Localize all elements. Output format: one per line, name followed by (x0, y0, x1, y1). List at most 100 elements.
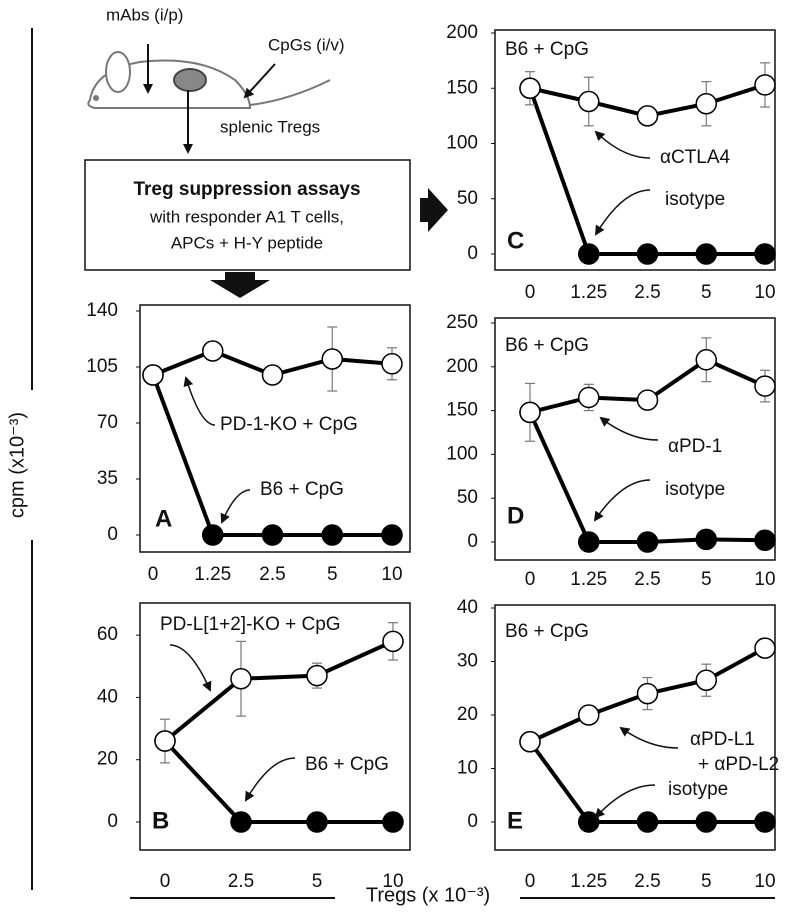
y-tick-label: 100 (446, 133, 478, 154)
data-point (695, 349, 717, 371)
x-tick-label: 1.25 (194, 564, 231, 585)
y-tick-label: 50 (457, 487, 478, 508)
label-arrow (220, 489, 251, 524)
label-arrow (244, 757, 296, 802)
data-point (578, 90, 600, 113)
series-label: αCTLA4 (660, 147, 731, 168)
data-point (636, 682, 659, 705)
data-point (519, 401, 541, 424)
data-point (230, 811, 252, 833)
data-point (382, 630, 404, 653)
y-tick-label: 0 (467, 243, 478, 264)
y-tick-label: 0 (467, 531, 478, 552)
y-tick-label: 35 (97, 468, 118, 489)
y-tick-label: 150 (446, 77, 478, 98)
x-tick-label: 5 (701, 871, 712, 892)
panel-letter: D (507, 502, 524, 529)
data-point (519, 731, 541, 753)
y-tick-label: 0 (467, 811, 478, 832)
label-arrow (619, 726, 679, 749)
data-point (695, 92, 717, 115)
label-arrow (599, 416, 659, 441)
y-tick-label: 60 (97, 624, 118, 645)
panel-frame (494, 29, 776, 271)
y-tick-label: 0 (107, 811, 118, 832)
x-tick-label: 10 (381, 564, 402, 585)
series-label: B6 + CpG (260, 479, 344, 500)
data-point (636, 531, 659, 553)
label-arrow (169, 644, 212, 692)
data-point (154, 730, 176, 752)
data-point (636, 389, 659, 411)
data-point (202, 340, 224, 362)
x-tick-label: 10 (754, 569, 775, 590)
series-line (528, 411, 766, 544)
data-point (578, 811, 600, 833)
y-tick-label: 200 (446, 356, 478, 377)
data-point (578, 531, 600, 553)
panel-frame (139, 304, 411, 553)
y-tick-label: 10 (457, 758, 478, 779)
data-point (261, 364, 284, 386)
data-point (519, 77, 541, 99)
data-point (306, 664, 328, 687)
data-point (578, 386, 600, 409)
data-point (754, 637, 776, 659)
data-point (230, 667, 252, 690)
y-tick-label: 50 (457, 188, 478, 209)
data-point (695, 811, 717, 833)
data-point (754, 74, 776, 96)
data-point (381, 524, 403, 546)
y-tick-label: 0 (107, 524, 118, 545)
x-tick-label: 2.5 (634, 569, 660, 590)
x-tick-label: 0 (148, 564, 159, 585)
series-line (151, 374, 392, 537)
data-point (321, 348, 343, 370)
x-tick-label: 2.5 (634, 282, 660, 303)
y-tick-label: 200 (446, 22, 478, 43)
y-tick-label: 250 (446, 312, 478, 333)
data-point (636, 811, 659, 833)
series-label: isotype (665, 189, 725, 210)
x-tick-label: 1.25 (570, 871, 607, 892)
x-tick-label: 5 (312, 871, 323, 892)
series-label: isotype (668, 779, 728, 800)
x-tick-label: 0 (525, 282, 536, 303)
data-point (142, 364, 164, 386)
data-point (636, 105, 659, 127)
data-point (202, 524, 224, 546)
data-point (754, 811, 776, 833)
x-tick-label: 0 (525, 871, 536, 892)
panel-letter: E (507, 807, 523, 834)
series-label: PD-L[1+2]-KO + CpG (160, 614, 341, 635)
y-tick-label: 30 (457, 651, 478, 672)
diagram-text: with responder A1 T cells, (149, 207, 344, 226)
data-point (306, 811, 328, 833)
diagram-text: Treg suppression assays (133, 179, 360, 200)
panel-title: B6 + CpG (505, 621, 589, 642)
panel-letter: A (155, 505, 172, 532)
label-arrow (594, 784, 656, 819)
series-label: B6 + CpG (305, 754, 389, 775)
series-label: isotype (665, 479, 725, 500)
panel-title: B6 + CpG (505, 39, 589, 60)
y-tick-label: 20 (457, 704, 478, 725)
diagram-text: CpGs (i/v) (268, 35, 345, 54)
panel-letter: C (507, 227, 524, 254)
series-label: αPD-L1 (690, 729, 755, 750)
data-point (382, 811, 404, 833)
x-tick-label: 10 (754, 282, 775, 303)
x-tick-label: 0 (525, 569, 536, 590)
data-point (578, 704, 600, 726)
y-tick-label: 150 (446, 400, 478, 421)
y-tick-label: 70 (97, 412, 118, 433)
x-tick-label: 5 (701, 569, 712, 590)
data-point (695, 243, 717, 265)
x-tick-label: 2.5 (228, 871, 254, 892)
y-tick-label: 20 (97, 749, 118, 770)
data-point (754, 243, 776, 265)
series-label: αPD-1 (668, 436, 722, 457)
data-point (754, 529, 776, 551)
data-point (695, 528, 717, 551)
y-tick-label: 140 (86, 300, 118, 321)
